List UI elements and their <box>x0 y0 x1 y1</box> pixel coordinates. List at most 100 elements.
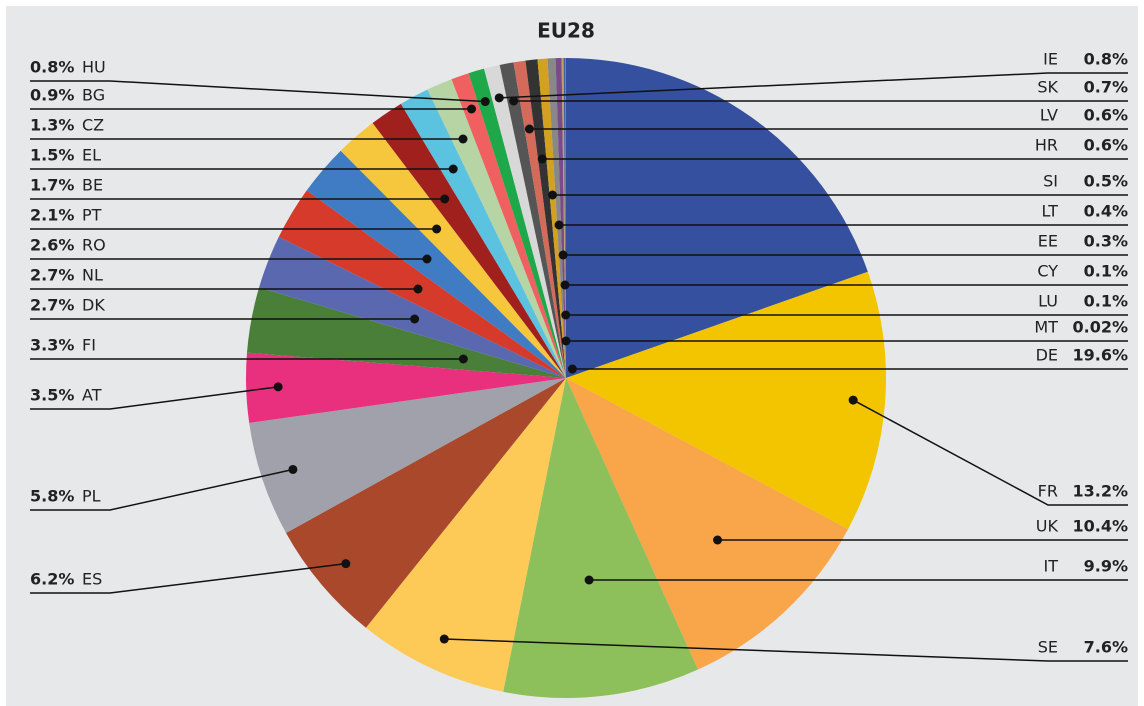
leader-dot <box>422 254 432 264</box>
value-label: 3.3% <box>30 336 74 355</box>
leader-dot <box>410 314 420 324</box>
leader-line <box>30 562 346 594</box>
category-label: BE <box>82 176 103 195</box>
leader-dot <box>448 164 458 174</box>
category-label: RO <box>82 236 106 255</box>
value-label: 7.6% <box>1084 638 1128 657</box>
pie-slice <box>372 103 566 378</box>
leader-dot <box>561 310 571 320</box>
value-label: 5.8% <box>30 487 74 506</box>
pie-slice <box>278 190 566 378</box>
pie-slice <box>499 62 566 378</box>
leader-dot <box>288 464 298 474</box>
value-label: 0.02% <box>1072 318 1128 337</box>
pie-slice <box>286 378 566 628</box>
leader-dot <box>848 395 858 405</box>
category-label: AT <box>82 386 102 405</box>
pie-slice <box>503 378 698 699</box>
category-label: ES <box>82 570 102 589</box>
value-label: 0.6% <box>1084 106 1128 125</box>
leader-line <box>499 72 1128 99</box>
pie-slice <box>566 271 887 530</box>
pie-slice <box>306 150 566 378</box>
leader-line <box>30 386 279 410</box>
value-label: 0.4% <box>1084 202 1128 221</box>
leader-dot <box>439 634 449 644</box>
pie-slice <box>537 58 566 378</box>
category-label: PL <box>82 487 101 506</box>
value-label: 0.3% <box>1084 232 1128 251</box>
value-label: 0.5% <box>1084 172 1128 191</box>
leader-dot <box>561 336 571 346</box>
category-label: FI <box>82 336 96 355</box>
category-label: DE <box>1036 346 1058 365</box>
category-label: FR <box>1038 482 1058 501</box>
value-label: 3.5% <box>30 386 74 405</box>
leader-dot <box>432 224 442 234</box>
pie-slice <box>525 59 566 378</box>
value-label: 2.1% <box>30 206 74 225</box>
pie-slice <box>555 58 566 379</box>
leader-dot <box>480 97 490 107</box>
category-label: LU <box>1038 292 1058 311</box>
pie-slice <box>259 236 566 378</box>
leader-dot <box>567 364 577 374</box>
category-label: CZ <box>82 116 104 135</box>
leader-dot <box>341 559 351 569</box>
pie-slice <box>247 287 566 378</box>
value-label: 6.2% <box>30 570 74 589</box>
pie-slice <box>340 123 566 378</box>
pie-slice <box>484 64 566 378</box>
leader-line <box>444 638 1128 662</box>
chart-title: EU28 <box>537 19 595 43</box>
leader-dot <box>458 134 468 144</box>
pie-slice <box>563 58 566 379</box>
value-label: 2.7% <box>30 266 74 285</box>
category-label: LV <box>1040 106 1058 125</box>
pie-slice <box>427 79 566 379</box>
category-label: CY <box>1037 262 1058 281</box>
leader-dot <box>584 575 594 585</box>
category-label: LT <box>1042 202 1059 221</box>
pie-slice <box>365 378 566 692</box>
value-label: 1.3% <box>30 116 74 135</box>
leader-dot <box>494 93 504 103</box>
leader-dot <box>524 124 534 134</box>
category-label: NL <box>82 266 103 285</box>
category-label: SK <box>1037 78 1058 97</box>
value-label: 0.9% <box>30 86 74 105</box>
category-label: BG <box>82 86 105 105</box>
pie-slice <box>561 58 566 379</box>
value-label: 13.2% <box>1072 482 1128 501</box>
pie-slice <box>566 58 868 378</box>
leader-dot <box>548 190 558 200</box>
category-label: DK <box>82 296 105 315</box>
category-label: EL <box>82 146 101 165</box>
value-label: 19.6% <box>1072 346 1128 365</box>
value-label: 0.6% <box>1084 136 1128 155</box>
value-label: 0.8% <box>1084 50 1128 69</box>
value-label: 10.4% <box>1072 517 1128 536</box>
leader-dot <box>509 96 519 106</box>
category-label: IT <box>1044 557 1059 576</box>
value-label: 0.8% <box>30 58 74 77</box>
pie-slice <box>547 58 566 379</box>
pie-slice <box>468 68 566 378</box>
category-label: UK <box>1036 517 1059 536</box>
leader-dot <box>554 220 564 230</box>
category-label: IE <box>1043 50 1058 69</box>
leader-dot <box>273 382 283 392</box>
category-label: HU <box>82 58 106 77</box>
category-label: SE <box>1038 638 1058 657</box>
category-label: PT <box>82 206 102 225</box>
leader-dot <box>458 354 468 364</box>
leader-dot <box>713 535 723 545</box>
value-label: 2.6% <box>30 236 74 255</box>
leader-dot <box>413 284 423 294</box>
leader-dot <box>558 250 568 260</box>
leader-line <box>30 468 294 511</box>
value-label: 9.9% <box>1084 557 1128 576</box>
value-label: 2.7% <box>30 296 74 315</box>
pie-slice <box>249 378 566 533</box>
